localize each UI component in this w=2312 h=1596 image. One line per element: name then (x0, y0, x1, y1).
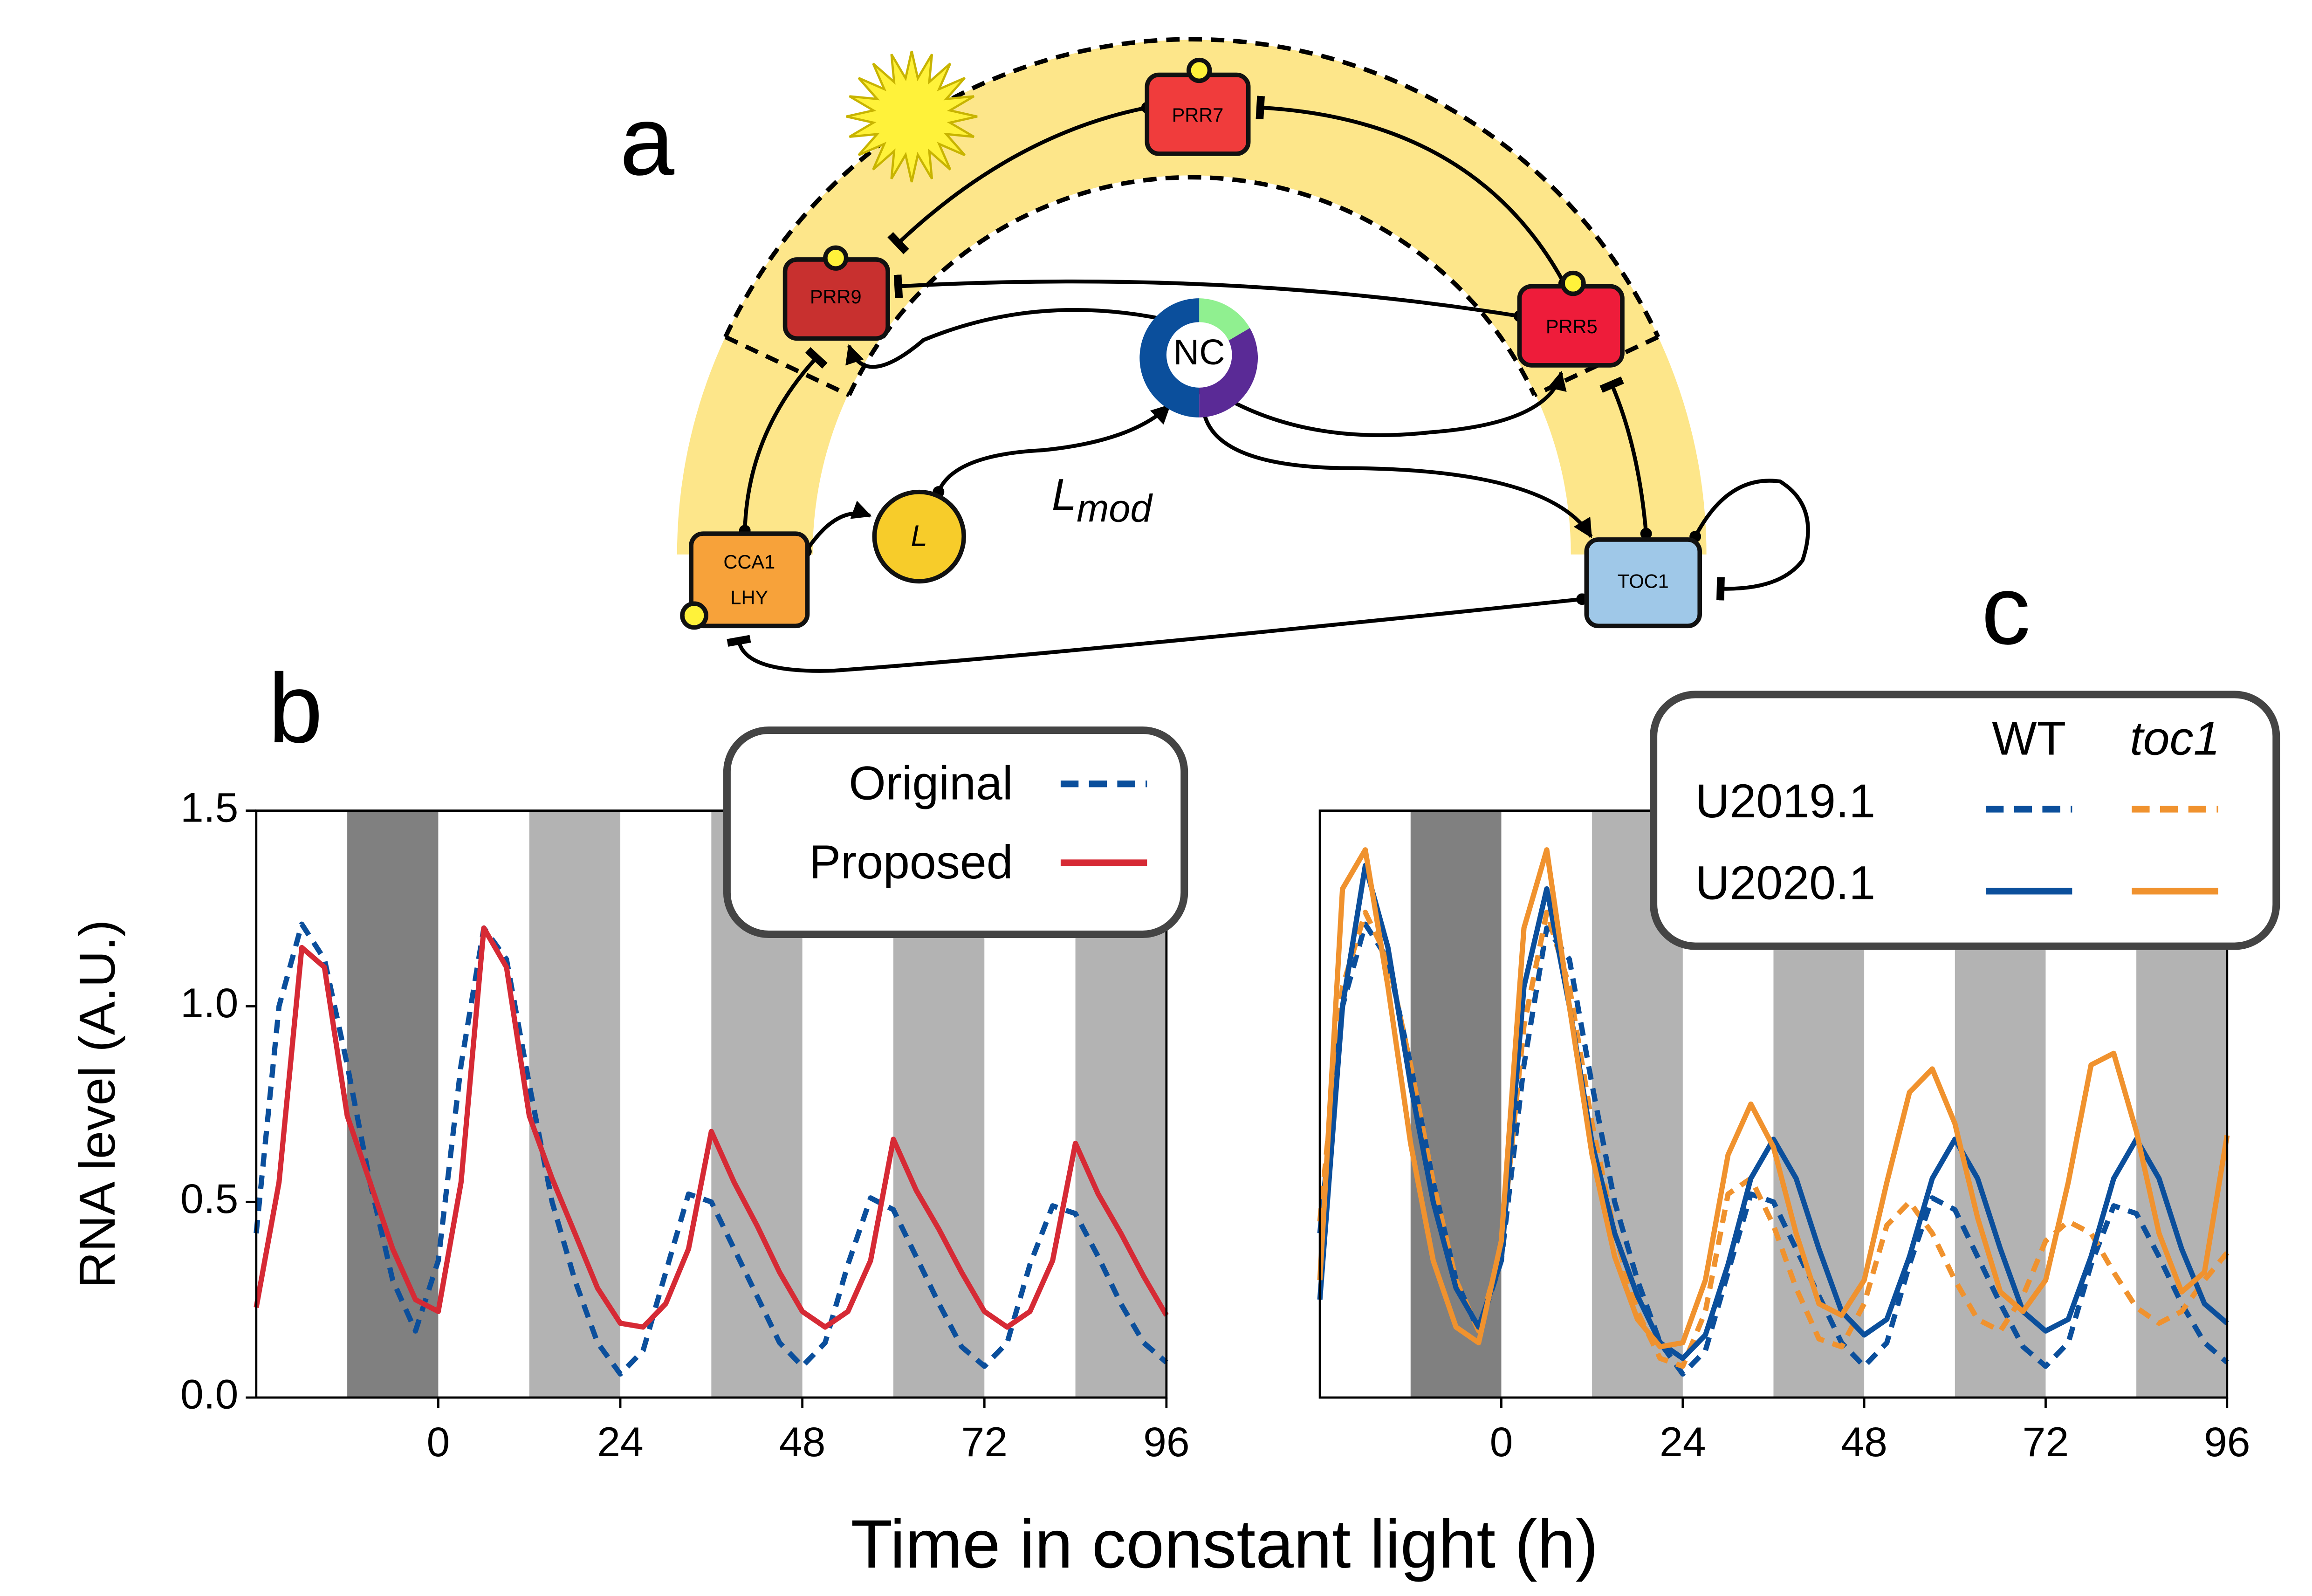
edge (800, 500, 872, 557)
x-tick-label: 24 (1660, 1418, 1706, 1465)
edge (893, 274, 1525, 322)
panel-label: b (268, 653, 322, 763)
node-label: L (911, 519, 927, 553)
series-line (1317, 910, 2230, 1369)
shading (529, 810, 621, 1398)
series-line (1317, 863, 2229, 1361)
y-tick-label: 1.5 (180, 784, 238, 830)
nc-center (1166, 322, 1232, 388)
edge (1198, 384, 1593, 539)
node-circle (872, 489, 966, 584)
light-input (823, 245, 849, 271)
node-label: PRR9 (810, 286, 862, 308)
light-input (680, 601, 708, 630)
edge (887, 102, 1153, 254)
legend-label: Original (849, 756, 1013, 810)
x-tick-label: 72 (2023, 1418, 2069, 1465)
series-line (254, 921, 1168, 1377)
node-box (1584, 537, 1702, 629)
edge-label-main: L (1052, 470, 1077, 520)
y-tick-label: 0.5 (180, 1175, 238, 1222)
legend: Original Proposed (723, 726, 1188, 938)
series-line (1317, 847, 2230, 1349)
y-tick-label: 0.0 (180, 1371, 238, 1418)
chart: 0 24 48 72 96 c WT toc1 U2019.1 U2020.1 (1317, 555, 2280, 1465)
node-box (689, 531, 810, 629)
light-input (1560, 270, 1586, 296)
x-tick-label: 24 (597, 1418, 644, 1465)
edge (845, 308, 1183, 369)
x-tick-label: 48 (1841, 1418, 1887, 1465)
x-tick-label: 96 (1143, 1418, 1190, 1465)
dashed-boundary (723, 37, 1660, 338)
panel-label: c (1981, 555, 2030, 665)
edge (1599, 377, 1652, 540)
node-label: TOC1 (1618, 570, 1669, 592)
edge (1689, 479, 1810, 601)
legend-box (1650, 691, 2280, 950)
legend-column-label: WT (1992, 712, 2066, 765)
x-tick-label: 72 (961, 1418, 1008, 1465)
node-label: PRR7 (1172, 104, 1224, 126)
edge (1198, 370, 1567, 438)
y-tick-label: 1.0 (180, 980, 238, 1026)
legend-row-label: U2019.1 (1695, 774, 1876, 828)
panel-label: a (620, 86, 675, 196)
node-label: PRR5 (1546, 315, 1598, 337)
x-tick-label: 48 (779, 1418, 826, 1465)
edge (1255, 96, 1570, 289)
x-tick-label: 0 (427, 1418, 450, 1465)
legend-label: Proposed (809, 835, 1013, 889)
edge (727, 593, 1588, 673)
node-label: NC (1173, 333, 1225, 372)
y-axis-label: RNA level (A.U.) (69, 920, 126, 1288)
edge-label: Lmod (1052, 470, 1153, 530)
light-input (1187, 57, 1212, 83)
legend-row-label: U2020.1 (1695, 856, 1876, 910)
edge (933, 404, 1171, 498)
series-line (254, 925, 1169, 1330)
x-tick-label: 0 (1490, 1418, 1513, 1465)
nc-node: NC (1139, 298, 1258, 418)
legend-column-label: toc1 (2130, 712, 2220, 765)
edge (739, 347, 828, 537)
x-axis-label: Time in constant light (h) (851, 1506, 1598, 1582)
x-tick-label: 96 (2204, 1418, 2250, 1465)
node-label: LHY (730, 587, 768, 609)
diagram: PRR7 PRR9 PRR5 NC CCA1 LHY L TOC1 Lmod a (620, 37, 1810, 673)
chart: 0 24 48 72 96 0.0 0.5 1.0 1.5 b Original Proposed (180, 653, 1190, 1465)
node-label: CCA1 (723, 551, 775, 573)
edge-label-sub: mod (1077, 487, 1153, 530)
axes-frame (255, 809, 1168, 1399)
legend: WT toc1 U2019.1 U2020.1 (1650, 691, 2280, 950)
